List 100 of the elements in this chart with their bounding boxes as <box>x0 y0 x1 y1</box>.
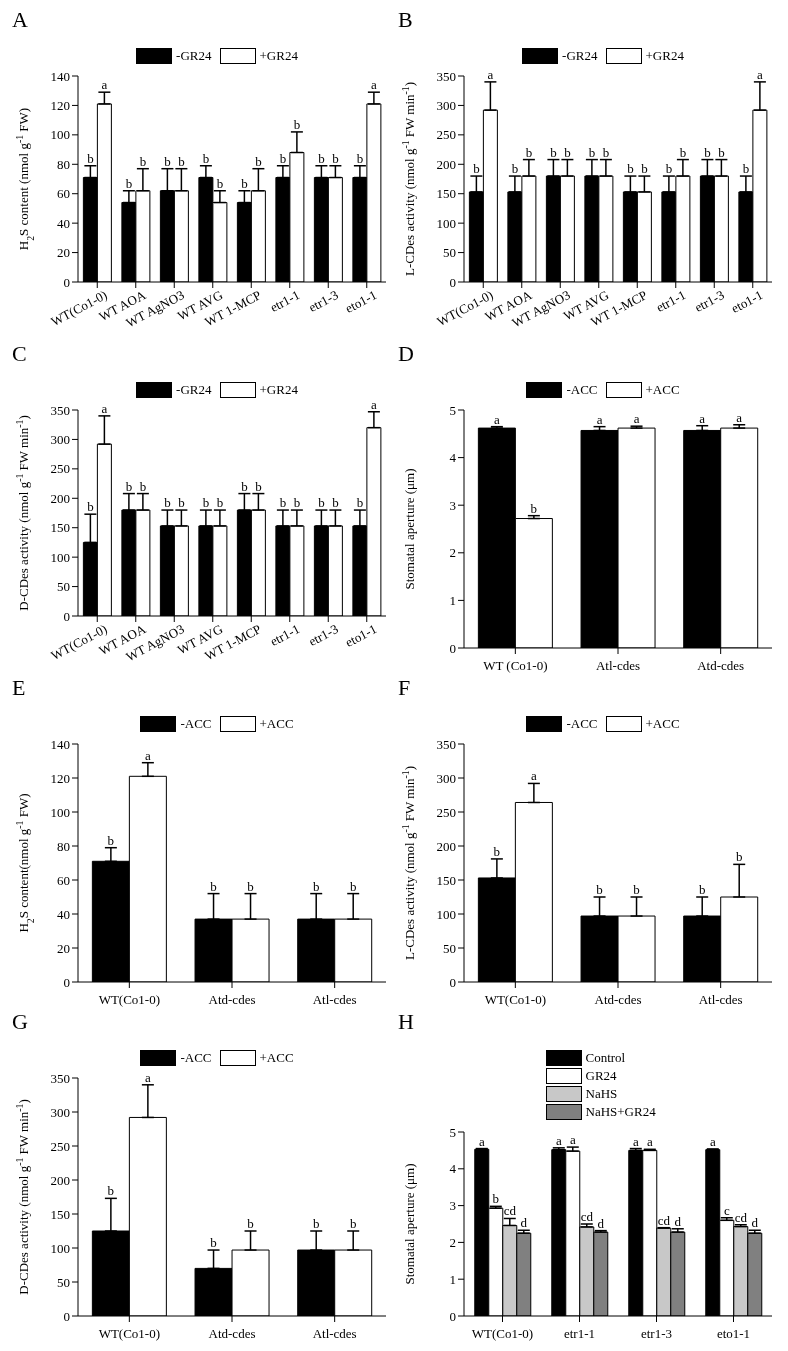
chart-title: C <box>11 341 28 366</box>
x-tick-label: Atl-cdes <box>698 992 743 1007</box>
y-tick-label: 80 <box>57 156 70 172</box>
data-label: b <box>665 161 673 177</box>
data-label: a <box>101 400 108 416</box>
data-label: b <box>332 150 339 166</box>
y-tick-label: 40 <box>57 906 70 922</box>
y-tick-label: 250 <box>50 461 70 477</box>
x-tick-label: eto1-1 <box>342 287 380 317</box>
legend-label: NaHS+GR24 <box>585 1104 656 1120</box>
legend-label: -ACC <box>180 1050 212 1066</box>
data-label: b <box>349 1216 357 1231</box>
y-tick-label: 0 <box>449 974 456 990</box>
chart-title: H <box>397 1009 415 1034</box>
data-label: b <box>247 878 254 894</box>
data-label: b <box>202 495 210 511</box>
y-tick-label: 0 <box>63 274 70 290</box>
y-tick-label: 50 <box>443 940 456 956</box>
data-label: cd <box>503 1203 517 1219</box>
y-tick-label: 200 <box>436 838 456 854</box>
y-tick-label: 200 <box>50 1172 70 1188</box>
data-label: b <box>255 153 262 169</box>
data-label: a <box>493 411 500 427</box>
x-tick-label: etr1-1 <box>653 287 689 315</box>
y-tick-label: 0 <box>63 608 70 624</box>
data-label: a <box>101 77 108 93</box>
x-tick-label: Atd-cdes <box>208 992 256 1007</box>
data-label: b <box>633 882 640 897</box>
data-label: d <box>674 1213 682 1229</box>
y-tick-label: 150 <box>436 872 456 888</box>
y-tick-label: 1 <box>449 593 456 609</box>
data-label: a <box>478 1133 485 1149</box>
data-label: b <box>356 495 364 511</box>
data-label: a <box>699 410 706 426</box>
legend-label: -ACC <box>180 716 212 732</box>
data-label: a <box>555 1132 562 1148</box>
data-label: b <box>178 495 185 511</box>
data-label: b <box>627 161 634 177</box>
x-tick-label: eto1-1 <box>728 287 766 317</box>
y-axis-title: Stomatal aperture (μm) <box>402 468 417 590</box>
y-tick-label: 140 <box>50 68 70 84</box>
y-tick-label: 4 <box>449 1161 457 1177</box>
data-label: cd <box>734 1209 748 1225</box>
y-tick-label: 200 <box>50 490 70 506</box>
data-label: b <box>473 161 480 177</box>
x-tick-label: Atd-cdes <box>208 1326 256 1341</box>
data-label: b <box>530 500 538 516</box>
x-tick-label: Atl-cdes <box>595 658 641 673</box>
data-label: c <box>723 1202 730 1218</box>
data-label: b <box>332 495 339 511</box>
data-label: b <box>210 878 217 894</box>
y-tick-label: 250 <box>50 1138 70 1154</box>
data-label: b <box>735 849 743 865</box>
y-tick-label: 2 <box>449 1235 456 1251</box>
legend-label: -ACC <box>566 382 598 398</box>
chart-title: G <box>11 1009 29 1034</box>
y-tick-label: 20 <box>57 940 70 956</box>
y-tick-label: 300 <box>50 432 70 448</box>
y-tick-label: 100 <box>50 1240 70 1256</box>
data-label: a <box>709 1133 716 1149</box>
legend-label: -GR24 <box>562 48 598 64</box>
data-label: b <box>139 478 147 494</box>
legend-label: +ACC <box>645 716 680 732</box>
data-label: b <box>87 499 94 515</box>
data-label: a <box>569 1132 576 1148</box>
y-tick-label: 300 <box>436 98 456 114</box>
y-tick-label: 300 <box>50 1104 70 1120</box>
data-label: b <box>216 495 224 511</box>
x-tick-label: etr1-1 <box>267 621 303 649</box>
data-label: a <box>144 1069 151 1085</box>
data-label: b <box>641 161 648 177</box>
y-tick-label: 50 <box>443 245 456 261</box>
data-label: a <box>632 1133 639 1149</box>
legend-label: Control <box>585 1050 626 1066</box>
x-tick-label: etr1-3 <box>692 287 727 315</box>
data-label: a <box>646 1134 653 1150</box>
data-label: b <box>602 144 610 160</box>
data-label: b <box>293 495 301 511</box>
y-tick-label: 1 <box>449 1271 456 1287</box>
x-tick-label: Atl-cdes <box>312 1326 357 1341</box>
legend-label: -ACC <box>566 716 598 732</box>
data-label: b <box>107 832 115 848</box>
y-tick-label: 350 <box>50 402 70 418</box>
x-tick-label: eto1-1 <box>716 1326 751 1341</box>
data-label: b <box>318 150 325 166</box>
data-label: a <box>736 409 743 425</box>
y-tick-label: 0 <box>63 1308 70 1324</box>
y-tick-label: 0 <box>449 274 456 290</box>
chart-title: A <box>11 7 29 32</box>
y-tick-label: 0 <box>63 974 70 990</box>
x-tick-label: Atl-cdes <box>312 992 357 1007</box>
x-tick-label: etr1-1 <box>267 287 303 315</box>
data-label: a <box>530 768 537 784</box>
data-label: b <box>698 882 706 897</box>
data-label: b <box>511 161 519 177</box>
y-tick-label: 150 <box>50 1206 70 1222</box>
data-label: b <box>349 878 357 894</box>
x-tick-label: WT(Co1-0) <box>471 1326 534 1341</box>
data-label: a <box>757 66 763 82</box>
data-label: cd <box>657 1212 671 1228</box>
